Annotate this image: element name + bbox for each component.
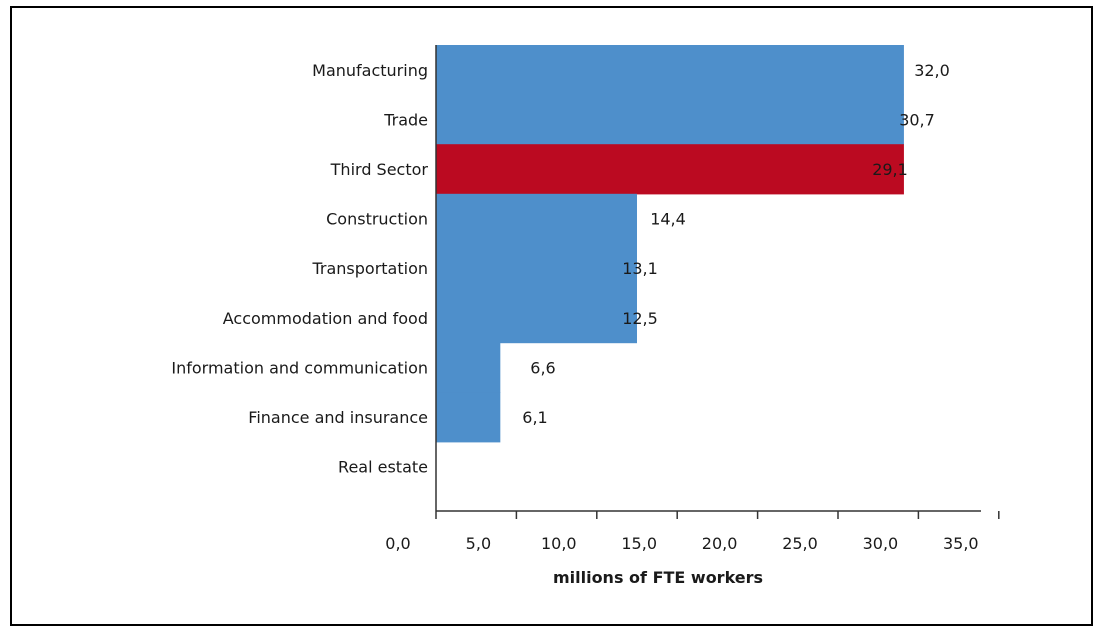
category-label-transportation: Transportation — [311, 259, 428, 278]
x-tick-label-5: 25,0 — [782, 534, 818, 553]
value-label-6: 6,6 — [530, 358, 555, 377]
chart-frame: 0,0 5,0 10,0 15,0 20,0 25,0 30,0 35,0 Manufactu… — [10, 6, 1093, 626]
category-labels: Manufacturing Trade Third Sector Constructi… — [171, 61, 428, 477]
value-label-7: 6,1 — [522, 408, 547, 427]
value-label-3: 14,4 — [650, 210, 686, 229]
x-ticks: 0,0 5,0 10,0 15,0 20,0 25,0 30,0 35,0 — [385, 511, 1000, 553]
bar-accommodation-and-food — [436, 293, 637, 344]
bar-third-sector — [436, 144, 904, 195]
value-label-4: 13,1 — [622, 259, 658, 278]
value-label-2: 29,1 — [872, 160, 908, 179]
category-label-construction: Construction — [326, 210, 428, 229]
bar-information-and-communication — [436, 342, 501, 393]
x-axis-title: millions of FTE workers — [553, 568, 763, 587]
bars-group — [436, 45, 904, 443]
x-tick-label-0: 0,0 — [385, 534, 410, 553]
bar-construction — [436, 193, 637, 244]
x-axis — [435, 45, 981, 512]
x-tick-label-6: 30,0 — [863, 534, 899, 553]
category-label-accommodation-and-food: Accommodation and food — [223, 309, 428, 328]
category-label-third-sector: Third Sector — [330, 160, 429, 179]
category-label-trade: Trade — [383, 110, 428, 129]
value-labels: 32,0 30,7 29,1 14,4 13,1 12,5 6,6 6,1 — [522, 61, 950, 427]
bar-finance-and-insurance — [436, 392, 501, 443]
value-label-1: 30,7 — [899, 110, 935, 129]
category-label-finance-and-insurance: Finance and insurance — [248, 408, 428, 427]
bar-transportation — [436, 243, 637, 294]
x-tick-label-2: 10,0 — [541, 534, 577, 553]
x-tick-label-1: 5,0 — [466, 534, 491, 553]
value-label-5: 12,5 — [622, 309, 658, 328]
value-label-0: 32,0 — [914, 61, 950, 80]
bar-manufacturing — [436, 45, 904, 96]
category-label-information-and-communication: Information and communication — [171, 358, 428, 377]
bar-chart: 0,0 5,0 10,0 15,0 20,0 25,0 30,0 35,0 Manufactu… — [171, 45, 1000, 587]
x-tick-label-7: 35,0 — [943, 534, 979, 553]
category-label-real-estate: Real estate — [338, 458, 428, 477]
bar-trade — [436, 94, 904, 145]
category-label-manufacturing: Manufacturing — [312, 61, 428, 80]
x-tick-label-4: 20,0 — [702, 534, 738, 553]
x-tick-label-3: 15,0 — [621, 534, 657, 553]
